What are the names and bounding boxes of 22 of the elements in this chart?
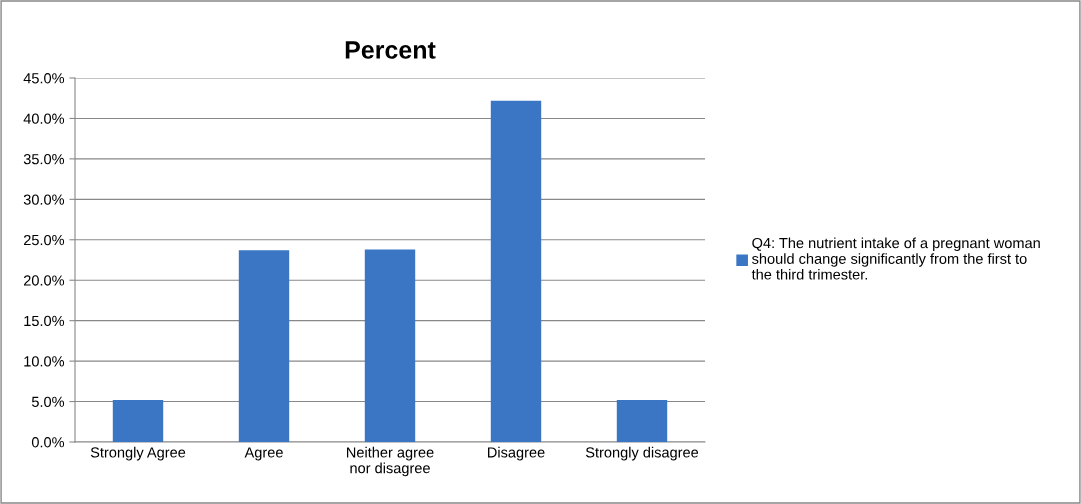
y-tick-label: 10.0% (24, 356, 65, 367)
x-tick-label: Strongly Agree (90, 446, 186, 461)
y-tick-label: 5.0% (31, 396, 65, 407)
y-tick-label: 25.0% (23, 234, 65, 246)
x-tick-label: Strongly disagree (585, 446, 699, 461)
y-tick-label: 35.0% (23, 153, 65, 165)
legend-label: Q4: The nutrient intake of a pregnant woman should change significantly from the first to the third trimester. (751, 237, 1040, 280)
bar (364, 249, 416, 442)
chart-title: Percent (345, 41, 436, 59)
bar (490, 100, 542, 442)
bar (616, 399, 668, 442)
y-tick-label: 40.0% (23, 113, 65, 124)
x-tick-label: Agree (244, 447, 283, 461)
x-tick-label: Neither agree nor disagree (347, 446, 434, 477)
y-tick-label: 0.0% (31, 437, 65, 448)
x-tick-label: Disagree (488, 446, 545, 461)
y-tick-label: 15.0% (24, 315, 65, 327)
bar (238, 250, 290, 442)
y-tick-label: 30.0% (23, 194, 65, 205)
bar (112, 399, 164, 442)
y-tick-label: 20.0% (23, 275, 65, 286)
y-tick-label: 45.0% (23, 73, 65, 84)
